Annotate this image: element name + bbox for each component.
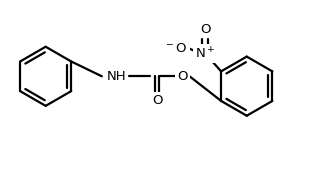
Text: O: O xyxy=(177,70,188,83)
Text: O: O xyxy=(200,23,211,36)
Text: $^-$O: $^-$O xyxy=(164,42,188,55)
Text: O: O xyxy=(152,94,162,107)
Text: N$^+$: N$^+$ xyxy=(195,46,216,61)
Text: NH: NH xyxy=(107,70,126,83)
